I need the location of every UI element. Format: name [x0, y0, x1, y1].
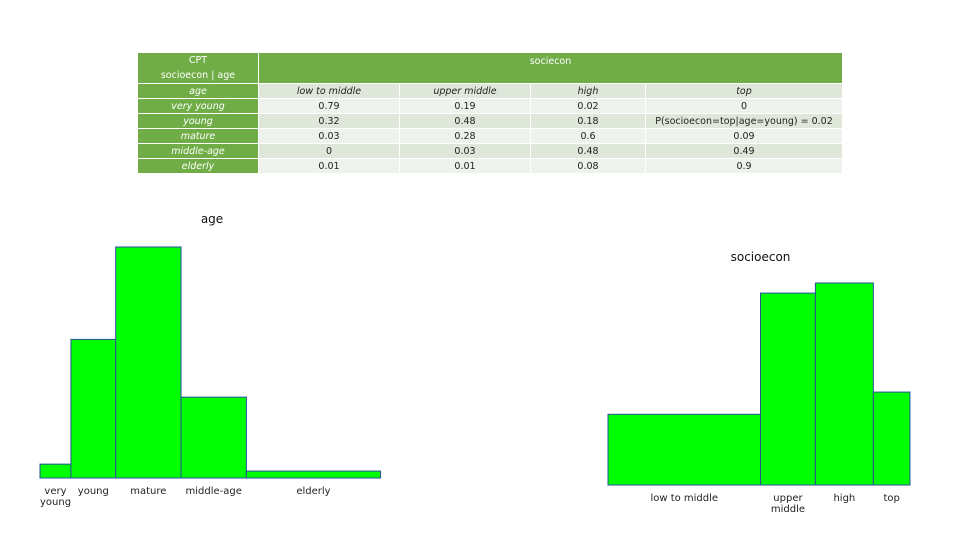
chart-title: socioecon [730, 250, 791, 264]
table-row: mature 0.03 0.28 0.6 0.09 [138, 129, 843, 144]
x-tick-label: low to middle [650, 493, 719, 504]
bar [607, 413, 761, 486]
cpt-table: CPT socioecon | age sociecon age low to midd… [138, 53, 843, 174]
x-tick-label: very young [40, 486, 72, 508]
cell: 0.32 [259, 114, 400, 129]
x-tick-label: high [833, 493, 856, 504]
row-header: mature [138, 129, 259, 144]
table-row: middle-age 0 0.03 0.48 0.49 [138, 144, 843, 159]
column-header: top [646, 84, 843, 99]
corner-text: socioecon | age [160, 70, 236, 81]
cell: 0.19 [400, 99, 531, 114]
row-header: young [138, 114, 259, 129]
corner-cell: CPT socioecon | age [138, 53, 259, 84]
cell: 0 [259, 144, 400, 159]
cell: 0.02 [531, 99, 646, 114]
cell: 0.18 [531, 114, 646, 129]
cell: 0.28 [400, 129, 531, 144]
cell: P(socioecon=top|age=young) = 0.02 [646, 114, 843, 129]
x-tick-label: elderly [296, 486, 331, 497]
bar [180, 396, 247, 479]
bar [814, 282, 874, 486]
bar [245, 470, 382, 479]
row-header: middle-age [138, 144, 259, 159]
table-row: young 0.32 0.48 0.18 P(socioecon=top|age=you… [138, 114, 843, 129]
x-tick-label: top [883, 493, 900, 504]
column-header: upper middle [400, 84, 531, 99]
bar [872, 391, 911, 486]
cell: 0 [646, 99, 843, 114]
cell: 0.01 [400, 159, 531, 174]
x-tick-label: upper middle [770, 493, 806, 515]
column-header: age [138, 84, 259, 99]
x-tick-label: young [77, 486, 109, 497]
group-header: sociecon [259, 53, 843, 84]
cell: 0.79 [259, 99, 400, 114]
table-row: very young 0.79 0.19 0.02 0 [138, 99, 843, 114]
bar [70, 338, 117, 479]
cell: 0.08 [531, 159, 646, 174]
cell: 0.03 [259, 129, 400, 144]
row-header: elderly [138, 159, 259, 174]
bar [760, 292, 816, 486]
cell: 0.09 [646, 129, 843, 144]
corner-text: CPT [188, 55, 208, 66]
header-row: CPT socioecon | age sociecon [138, 53, 843, 84]
chart-title: age [200, 212, 224, 226]
cell: 0.6 [531, 129, 646, 144]
cell: 0.9 [646, 159, 843, 174]
cell: 0.49 [646, 144, 843, 159]
row-header: very young [138, 99, 259, 114]
x-tick-label: mature [130, 486, 167, 497]
column-header: high [531, 84, 646, 99]
cell: 0.48 [531, 144, 646, 159]
bar [115, 246, 182, 479]
column-row: age low to middle upper middle high top [138, 84, 843, 99]
cell: 0.48 [400, 114, 531, 129]
table-row: elderly 0.01 0.01 0.08 0.9 [138, 159, 843, 174]
column-header: low to middle [259, 84, 400, 99]
cell: 0.01 [259, 159, 400, 174]
x-tick-label: middle-age [185, 486, 242, 497]
cell: 0.03 [400, 144, 531, 159]
